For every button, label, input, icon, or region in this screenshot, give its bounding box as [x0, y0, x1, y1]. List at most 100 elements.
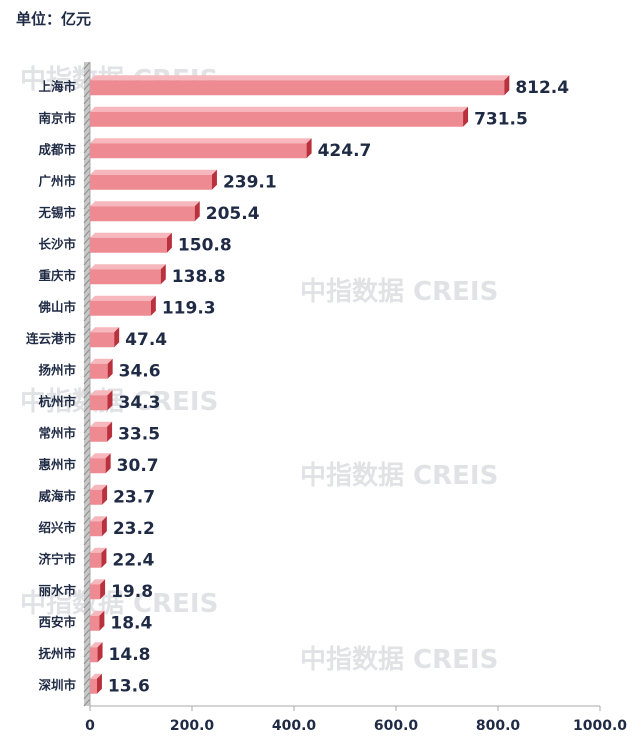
bar-top-face — [90, 453, 111, 459]
axis-wall-hatch — [83, 684, 91, 693]
axis-wall-hatch — [83, 411, 91, 420]
value-label: 47.4 — [125, 330, 167, 350]
bar-side-face — [114, 327, 120, 348]
bar — [90, 264, 166, 285]
axis-wall-hatch — [83, 628, 91, 637]
bar-top-face — [90, 232, 172, 238]
bar — [90, 358, 113, 379]
axis-wall-hatch — [83, 110, 91, 119]
value-label: 22.4 — [112, 550, 154, 570]
watermark-5: 中指数据 CREIS — [20, 387, 218, 417]
category-label: 杭州市 — [38, 394, 76, 409]
axis-wall-hatch — [83, 614, 91, 623]
axis-wall-hatch — [83, 586, 91, 595]
axis-wall-hatch — [83, 495, 91, 504]
x-tick-label: 800.0 — [476, 718, 521, 734]
category-label: 常州市 — [38, 425, 76, 440]
axis-wall-hatch — [83, 439, 91, 448]
axis-wall-hatch — [83, 488, 91, 497]
axis-wall-hatch — [83, 278, 91, 287]
watermark-4: 中指数据 CREIS — [300, 645, 498, 675]
value-label: 424.7 — [318, 141, 372, 161]
bar-top-face — [90, 610, 105, 616]
category-label: 济宁市 — [38, 551, 76, 566]
axis-wall-hatch — [83, 635, 91, 644]
category-label: 西安市 — [38, 614, 76, 629]
bar-top-face — [90, 138, 312, 144]
axis-wall-hatch — [83, 271, 91, 280]
category-label: 广州市 — [38, 173, 76, 188]
value-label: 14.8 — [109, 645, 151, 665]
category-label: 惠州市 — [38, 457, 76, 472]
bar — [90, 453, 111, 474]
bar-top-face — [90, 75, 510, 81]
watermark-2: 中指数据 CREIS — [300, 277, 498, 307]
axis-wall-hatch — [83, 229, 91, 238]
bar-top-face — [90, 358, 113, 364]
axis-wall-hatch — [83, 159, 91, 168]
axis-wall-hatch — [83, 362, 91, 371]
bar — [90, 75, 510, 96]
bar — [90, 327, 120, 348]
bar-side-face — [107, 358, 113, 379]
axis-wall-hatch — [83, 348, 91, 357]
axis-wall-hatch — [83, 397, 91, 406]
bar-front-face — [90, 80, 505, 96]
bar — [90, 516, 107, 537]
bar-side-face — [100, 579, 106, 600]
watermark-6: 中指数据 CREIS — [20, 589, 218, 619]
category-label: 深圳市 — [38, 677, 76, 692]
axis-wall-hatch — [83, 292, 91, 301]
value-label: 239.1 — [223, 172, 277, 192]
bar-top-face — [90, 642, 103, 648]
axis-wall-hatch — [83, 425, 91, 434]
axis-wall-hatch — [83, 215, 91, 224]
bars — [90, 75, 510, 694]
category-label: 丽水市 — [38, 583, 76, 598]
axis-wall-hatch — [83, 82, 91, 91]
axis-wall-hatch — [83, 138, 91, 147]
value-label: 30.7 — [117, 456, 159, 476]
category-label: 成都市 — [38, 142, 76, 157]
axis-wall-hatch — [83, 446, 91, 455]
bar — [90, 295, 156, 316]
value-label: 138.8 — [172, 267, 226, 287]
bar-side-face — [107, 421, 113, 442]
axis-wall-hatch — [83, 306, 91, 315]
axis-wall-hatch — [83, 607, 91, 616]
bar-top-face — [90, 327, 120, 333]
category-label: 南京市 — [38, 110, 76, 125]
axis-wall-hatch — [83, 677, 91, 686]
axis-wall-hatch — [83, 208, 91, 217]
axis-wall-hatch — [83, 656, 91, 665]
axis-wall-hatch — [83, 670, 91, 679]
axis-wall-hatch — [83, 355, 91, 364]
bar-top-face — [90, 264, 166, 270]
category-label: 无锡市 — [37, 205, 76, 220]
watermarks: 中指数据 CREIS 中指数据 CREIS 中指数据 CREIS 中指数据 CR… — [20, 65, 498, 675]
bar-front-face — [90, 647, 98, 663]
axis-wall-hatch — [83, 334, 91, 343]
axis-wall-hatch — [83, 537, 91, 546]
bar — [90, 106, 469, 127]
axis-wall-hatch — [83, 173, 91, 182]
axis-wall-hatch — [83, 75, 91, 84]
bar — [90, 642, 103, 663]
x-tick-label: 0 — [85, 718, 95, 734]
x-tick-label: 600.0 — [374, 718, 419, 734]
axis-wall-hatch — [83, 565, 91, 574]
bar-front-face — [90, 426, 108, 442]
bar-front-face — [90, 143, 307, 159]
axis-wall-hatch — [83, 103, 91, 112]
bar — [90, 673, 102, 694]
category-label: 威海市 — [38, 488, 76, 503]
axis-wall-hatch — [83, 474, 91, 483]
axis-wall-hatch — [83, 320, 91, 329]
axis-wall-hatch — [83, 166, 91, 175]
bar-top-face — [90, 295, 156, 301]
category-label: 连云港市 — [26, 331, 77, 346]
bar — [90, 484, 108, 505]
axis-wall — [83, 61, 91, 707]
axis-wall-hatch — [83, 621, 91, 630]
bar-top-face — [90, 201, 200, 207]
